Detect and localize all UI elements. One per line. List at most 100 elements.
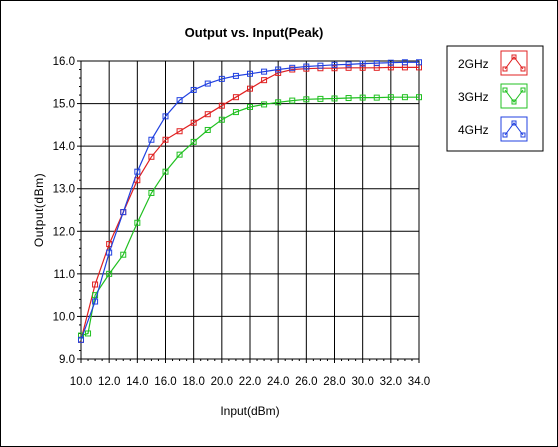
data-point (401, 94, 408, 101)
data-point (106, 249, 113, 256)
data-point (190, 86, 197, 93)
data-point (148, 136, 155, 143)
x-tick-label: 22.0 (239, 376, 261, 388)
data-point (204, 126, 211, 133)
chart-title: Output vs. Input(Peak) (185, 25, 324, 40)
data-point (92, 298, 99, 305)
legend-marker (511, 99, 517, 105)
data-point (261, 77, 268, 84)
data-point (359, 94, 366, 101)
x-tick-label: 24.0 (267, 376, 289, 388)
legend-marker (511, 120, 517, 126)
legend-marker (520, 87, 526, 93)
legend-line (504, 122, 524, 136)
data-point (317, 62, 324, 69)
series-4GHz (78, 59, 422, 343)
data-point (134, 168, 141, 175)
legend: 2GHz 3GHz 4GHz (446, 45, 544, 152)
data-point (190, 138, 197, 145)
data-point (218, 116, 225, 123)
x-tick-label: 32.0 (380, 376, 402, 388)
x-tick-label: 20.0 (211, 376, 233, 388)
data-point (416, 59, 422, 66)
x-axis-label: Input(dBm) (220, 404, 279, 418)
data-point (106, 270, 113, 277)
x-tick-label: 34.0 (408, 376, 430, 388)
series-group (78, 59, 422, 343)
series-line (80, 61, 419, 341)
data-point (176, 128, 183, 135)
legend-line (504, 56, 524, 70)
y-tick-label: 11.0 (53, 269, 75, 281)
y-tick-label: 9.0 (59, 354, 75, 366)
legend-marker (520, 66, 526, 72)
x-axis-ticks: 10.0 12.0 14.0 16.0 18.0 20.0 22.0 24.0 26.0 28.0… (70, 359, 430, 388)
data-point (85, 330, 92, 337)
data-point (218, 102, 225, 109)
data-point (401, 59, 408, 66)
x-tick-label: 26.0 (295, 376, 317, 388)
data-point (247, 70, 253, 77)
data-point (190, 119, 197, 126)
data-point (162, 136, 169, 143)
data-point (92, 292, 99, 299)
legend-line (504, 89, 524, 103)
y-axis-label: Output(dBm) (32, 173, 46, 247)
data-point (148, 189, 155, 196)
legend-marker (502, 66, 508, 72)
data-point (331, 95, 338, 102)
legend-label: 4GHz (458, 123, 489, 137)
y-tick-label: 13.0 (53, 184, 75, 196)
data-point (247, 103, 253, 110)
data-point (317, 95, 324, 102)
data-point (416, 94, 422, 101)
data-point (247, 85, 253, 92)
data-point (204, 111, 211, 118)
legend-marker (520, 132, 526, 138)
data-point (275, 69, 282, 76)
y-tick-label: 16.0 (53, 56, 75, 68)
data-point (218, 75, 225, 82)
data-point (275, 66, 282, 73)
legend-label: 3GHz (458, 90, 489, 104)
data-point (78, 336, 84, 343)
data-point (331, 65, 338, 72)
legend-label: 2GHz (458, 57, 489, 71)
data-point (289, 97, 296, 104)
y-tick-label: 14.0 (53, 141, 75, 153)
x-tick-label: 10.0 (70, 376, 92, 388)
y-tick-label: 10.0 (53, 311, 75, 323)
data-point (359, 64, 366, 71)
data-point (204, 80, 211, 87)
data-point (162, 113, 169, 120)
x-tick-label: 16.0 (154, 376, 176, 388)
data-point (261, 101, 268, 108)
data-point (289, 64, 296, 71)
data-point (345, 61, 352, 68)
y-tick-label: 12.0 (53, 226, 75, 238)
data-point (176, 97, 183, 104)
x-tick-label: 30.0 (351, 376, 373, 388)
grid (80, 60, 420, 360)
data-point (303, 63, 310, 70)
data-point (373, 94, 380, 101)
data-point (134, 219, 141, 226)
data-point (303, 96, 310, 103)
data-point (387, 59, 394, 66)
legend-marker (502, 132, 508, 138)
data-point (232, 109, 239, 116)
data-point (120, 251, 127, 258)
x-tick-label: 28.0 (323, 376, 345, 388)
data-point (331, 61, 338, 68)
data-point (345, 95, 352, 102)
x-tick-label: 12.0 (98, 376, 120, 388)
data-point (275, 99, 282, 106)
data-point (387, 94, 394, 101)
x-tick-label: 14.0 (126, 376, 148, 388)
y-axis-ticks: 9.0 10.0 11.0 12.0 13.0 14.0 15.0 16.0 (53, 56, 81, 366)
data-point (232, 72, 239, 79)
x-tick-label: 18.0 (182, 376, 204, 388)
series-3GHz (78, 94, 422, 339)
